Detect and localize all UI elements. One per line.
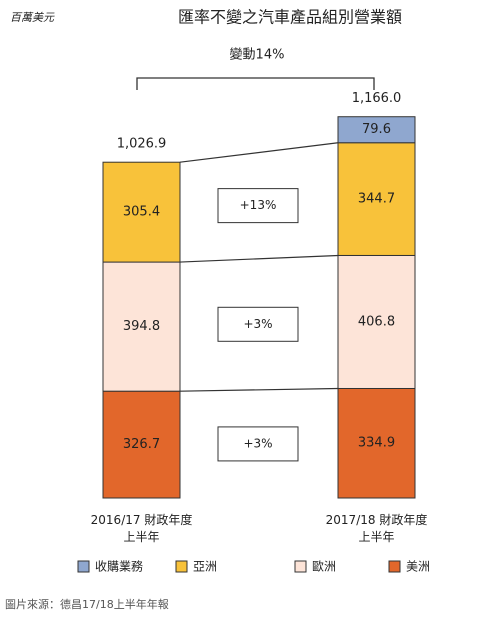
legend-label: 亞洲 <box>193 560 217 574</box>
bar-segment <box>337 116 416 144</box>
legend-swatch <box>294 560 307 573</box>
total-label: 1,166.0 <box>352 91 402 106</box>
bracket <box>136 77 375 90</box>
connector <box>179 254 339 263</box>
chart-title: 匯率不變之汽車產品組別營業額 <box>178 8 402 27</box>
unit-label: 百萬美元 <box>10 11 55 24</box>
change-label: +13% <box>240 198 277 212</box>
value-label: 406.8 <box>358 314 395 329</box>
bar-segment <box>337 387 416 499</box>
total-label: 1,026.9 <box>117 137 167 152</box>
change-box <box>217 306 299 342</box>
legend-label: 美洲 <box>406 560 430 574</box>
change-label: +3% <box>243 436 272 450</box>
legend-label: 歐洲 <box>312 559 336 574</box>
bar-segment <box>337 142 416 256</box>
value-label: 394.8 <box>123 319 160 334</box>
value-label: 305.4 <box>123 205 160 220</box>
bar-segment <box>102 161 181 263</box>
change-label: +3% <box>243 317 272 331</box>
x-tick-label: 2016/17 財政年度 上半年 <box>90 513 193 544</box>
value-label: 344.7 <box>358 192 395 207</box>
bar-segment <box>337 254 416 389</box>
change-total: 變動14% <box>230 47 285 63</box>
value-label: 334.9 <box>358 436 395 451</box>
legend-swatch <box>388 560 401 573</box>
connector <box>179 387 339 392</box>
bar-segment <box>102 390 181 499</box>
change-box <box>217 426 299 462</box>
legend-label: 收購業務 <box>95 560 143 574</box>
connector <box>179 142 339 163</box>
change-box <box>217 188 299 224</box>
source: 圖片來源：德昌17/18上半年年報 <box>5 597 169 611</box>
x-tick-label: 2017/18 財政年度 上半年 <box>325 513 428 544</box>
legend-swatch <box>175 560 188 573</box>
value-label: 79.6 <box>362 122 391 137</box>
legend-swatch <box>77 560 90 573</box>
value-label: 326.7 <box>123 437 160 452</box>
